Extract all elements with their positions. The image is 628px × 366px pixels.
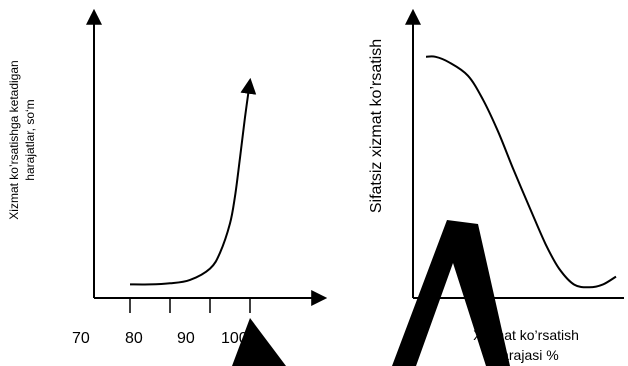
right-x-axis-label-line2: darajasi % (493, 347, 559, 363)
left-x-ticks (129, 298, 251, 313)
x-tick-label: 100 (221, 330, 248, 347)
x-tick-label: 70 (72, 330, 90, 347)
right-y-axis-label: Sifatsiz xizmat ko’rsatish (368, 38, 385, 214)
left-y-axis-label-line2: harajatlar, so‘m (23, 99, 37, 181)
x-tick-label: 80 (125, 330, 143, 347)
x-tick-label: 90 (177, 330, 195, 347)
right-x-axis-label: Xizmat ko’rsatish darajasi % (466, 325, 586, 365)
left-series-line (129, 77, 257, 286)
right-series-line (425, 55, 617, 289)
left-y-axis-label: Xizmat ko’rsatishga ketadigan harajatlar… (6, 35, 46, 245)
right-x-axis-label-line1: Xizmat ko’rsatish (473, 327, 579, 343)
watermark-arrow-shape (392, 220, 510, 366)
left-y-axis-label-line1: Xizmat ko’rsatishga ketadigan (7, 60, 21, 220)
watermark-arrow-shape (232, 318, 286, 366)
